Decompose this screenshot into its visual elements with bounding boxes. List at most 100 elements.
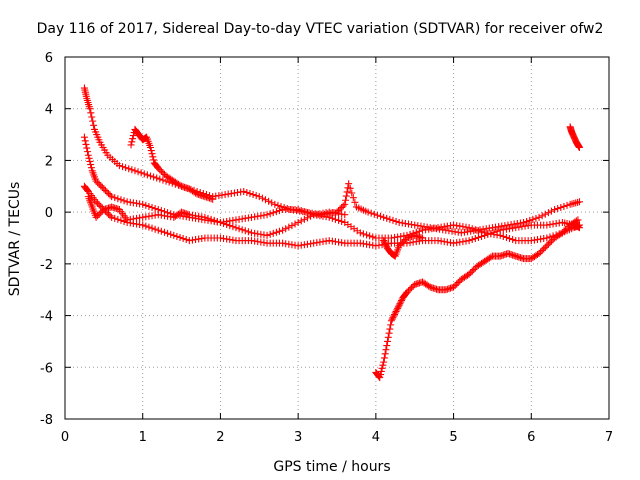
chart-title: Day 116 of 2017, Sidereal Day-to-day VTE… (37, 21, 604, 37)
data-point (454, 278, 462, 286)
x-tick-label: 7 (605, 430, 613, 445)
data-point (348, 189, 356, 197)
y-tick-label: -2 (40, 258, 53, 273)
data-point (383, 342, 391, 350)
data-point (288, 222, 296, 230)
data-point (381, 350, 389, 358)
data-point (563, 224, 571, 232)
data-point (380, 354, 388, 362)
data-point (294, 206, 302, 214)
data-point (129, 135, 137, 143)
data-point (142, 222, 150, 230)
data-point (366, 232, 374, 240)
series-track-d (84, 193, 349, 239)
data-point (369, 233, 377, 241)
data-point (523, 217, 531, 225)
data-point (558, 229, 566, 237)
data-point (92, 198, 100, 206)
data-point (384, 337, 392, 345)
x-tick-label: 3 (294, 430, 302, 445)
data-point (403, 288, 411, 296)
data-point (97, 209, 105, 217)
data-point (377, 367, 385, 375)
data-point (229, 223, 237, 231)
data-point (97, 202, 105, 210)
data-point (520, 218, 528, 226)
data-point (543, 234, 551, 242)
x-tick-label: 1 (139, 430, 147, 445)
data-point (120, 197, 128, 205)
data-point (160, 228, 168, 236)
data-point (285, 223, 293, 231)
data-point (364, 208, 372, 216)
data-point (356, 229, 364, 237)
data-point (394, 304, 402, 312)
data-point (509, 236, 517, 244)
data-point (451, 282, 459, 290)
data-point (210, 216, 218, 224)
data-point (386, 215, 394, 223)
data-point (540, 245, 548, 253)
data-point (94, 199, 102, 207)
data-point (560, 202, 568, 210)
data-point (87, 161, 95, 169)
data-point (339, 202, 347, 210)
data-point (418, 234, 426, 242)
data-point (291, 220, 299, 228)
data-point (106, 212, 114, 220)
data-point (148, 150, 156, 158)
data-point (268, 199, 276, 207)
data-point (392, 307, 400, 315)
data-point (207, 215, 215, 223)
data-point (279, 226, 287, 234)
data-point (156, 166, 164, 174)
data-point (560, 227, 568, 235)
data-point (117, 216, 125, 224)
data-point (465, 224, 473, 232)
data-point (383, 214, 391, 222)
data-point (342, 196, 350, 204)
data-point (557, 203, 565, 211)
data-point (151, 205, 159, 213)
data-point (119, 163, 127, 171)
data-point (541, 243, 549, 251)
data-point (103, 188, 111, 196)
data-point (468, 225, 476, 233)
data-point (145, 202, 153, 210)
grid-layer (65, 57, 609, 419)
data-point (122, 164, 130, 172)
data-point (467, 269, 475, 277)
data-point (220, 220, 228, 228)
y-tick-label: 2 (45, 154, 53, 169)
data-point (380, 213, 388, 221)
x-tick-label: 0 (61, 430, 69, 445)
data-point (149, 153, 157, 161)
data-point (157, 227, 165, 235)
data-point (377, 371, 385, 379)
data-point (346, 184, 354, 192)
data-point (338, 217, 346, 225)
data-point (370, 210, 378, 218)
data-point (266, 230, 274, 238)
data-point (105, 190, 113, 198)
data-point (223, 221, 231, 229)
data-point (391, 309, 399, 317)
series-track-f (372, 216, 582, 382)
data-point (544, 209, 552, 217)
series-track-h (380, 231, 426, 260)
data-point (300, 215, 308, 223)
series-track-g (566, 123, 583, 151)
data-point (575, 224, 583, 232)
data-point (493, 227, 501, 235)
data-point (390, 312, 398, 320)
data-point (394, 303, 402, 311)
data-point (297, 207, 305, 215)
tick-layer: 0 1 2 3 4 5 6 7 -8 -6 -4 -2 0 2 4 6 (40, 51, 613, 445)
data-point (535, 213, 543, 221)
data-point (148, 203, 156, 211)
data-point (146, 172, 154, 180)
data-point (154, 226, 162, 234)
data-point (269, 229, 277, 237)
data-point (387, 321, 395, 329)
